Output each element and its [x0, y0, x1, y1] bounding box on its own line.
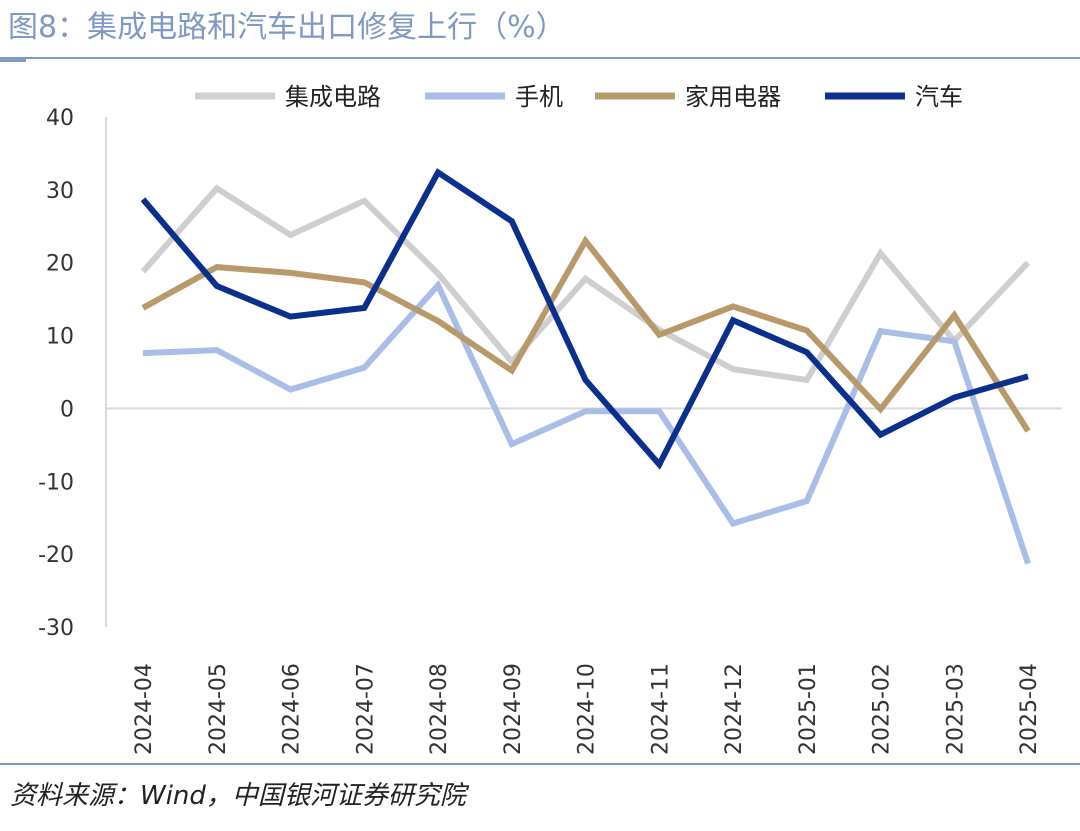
- x-tick-label: 2025-01: [796, 663, 821, 755]
- line-chart: 40 30 20 10 0 -10 -20 -30 2024-04 2024-05 2024-06 2…: [38, 83, 1062, 755]
- legend-label: 家用电器: [685, 83, 781, 111]
- y-tick-label: 40: [46, 106, 74, 131]
- legend-label: 手机: [515, 83, 563, 111]
- legend-label: 汽车: [915, 83, 963, 111]
- x-tick-label: 2025-02: [870, 663, 895, 755]
- legend: 集成电路 手机 家用电器 汽车: [195, 83, 963, 111]
- series-line-1: [140, 184, 1031, 384]
- title-rule-accent: [0, 57, 26, 62]
- y-tick-label: 20: [46, 252, 74, 277]
- y-tick-label: 0: [60, 397, 74, 422]
- x-tick-label: 2024-04: [132, 663, 157, 755]
- x-tick-label: 2024-05: [206, 663, 231, 755]
- series-line-3: [141, 235, 1031, 433]
- y-tick-label: -20: [38, 543, 74, 568]
- x-tick-label: 2025-04: [1017, 663, 1042, 755]
- y-tick-label: 30: [46, 179, 74, 204]
- title-rule: [0, 57, 1080, 59]
- series-line-2: [142, 279, 1031, 565]
- x-tick-label: 2024-09: [501, 663, 526, 755]
- axes: 40 30 20 10 0 -10 -20 -30 2024-04 2024-05 2024-06 2…: [38, 106, 1062, 755]
- x-tick-label: 2024-08: [427, 663, 452, 755]
- series-layer: [140, 168, 1031, 565]
- x-tick-label: 2024-11: [648, 663, 673, 755]
- x-tick-label: 2024-10: [575, 663, 600, 755]
- source-note: 资料来源：Wind，中国银河证券研究院: [10, 781, 466, 811]
- x-tick-label: 2024-07: [353, 663, 378, 755]
- legend-label: 集成电路: [285, 83, 381, 111]
- y-tick-label: -30: [38, 616, 74, 641]
- x-tick-label: 2024-12: [722, 663, 747, 755]
- footer-rule: [0, 763, 1080, 765]
- x-tick-label: 2024-06: [280, 663, 305, 755]
- y-tick-label: -10: [38, 470, 74, 495]
- x-tick-label: 2025-03: [943, 663, 968, 755]
- chart-title: 图8：集成电路和汽车出口修复上行（%）: [8, 10, 566, 45]
- series-line-4: [140, 168, 1029, 470]
- y-tick-label: 10: [46, 325, 74, 350]
